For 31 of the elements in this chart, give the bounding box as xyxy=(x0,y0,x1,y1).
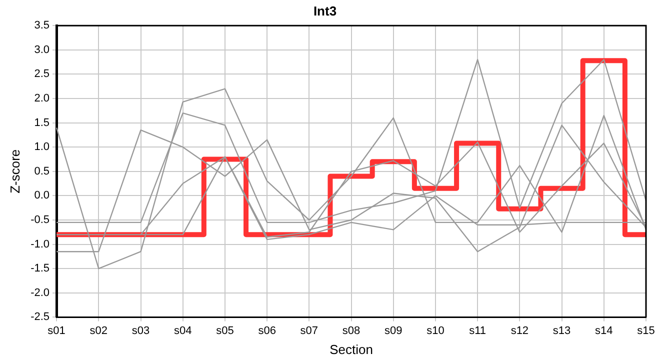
x-tick-label: s03 xyxy=(132,324,150,337)
chart-title: Int3 xyxy=(313,3,337,18)
x-tick-label: s09 xyxy=(384,324,402,337)
y-tick-label: -2.0 xyxy=(30,286,50,299)
y-tick-label: 3.0 xyxy=(34,44,50,56)
y-tick-label: 2.0 xyxy=(34,92,50,105)
y-tick-label: 1.5 xyxy=(34,116,50,129)
x-tick-label: s14 xyxy=(595,324,613,337)
y-tick-label: -1.5 xyxy=(30,262,50,275)
y-tick-label: 2.5 xyxy=(34,68,50,80)
y-tick-label: 1.0 xyxy=(34,141,50,154)
x-tick-label: s08 xyxy=(342,324,360,337)
y-tick-label: 0.5 xyxy=(34,165,50,178)
y-tick-label: -0.5 xyxy=(30,214,50,226)
x-tick-label: s12 xyxy=(510,324,529,337)
x-tick-label: s07 xyxy=(300,324,318,337)
y-tick-label: -1.0 xyxy=(30,238,50,250)
x-tick-label: s05 xyxy=(216,324,234,337)
x-tick-label: s11 xyxy=(469,324,486,337)
y-axis-title: Z-score xyxy=(7,149,22,194)
x-tick-label: s06 xyxy=(258,324,276,337)
x-tick-label: s13 xyxy=(552,324,571,337)
x-axis-title: Section xyxy=(330,342,373,357)
x-tick-label: s02 xyxy=(90,324,108,337)
x-tick-label: s04 xyxy=(174,324,192,337)
x-tick-label: s15 xyxy=(637,324,655,337)
x-tick-label: s10 xyxy=(426,324,444,337)
y-tick-label: 0.0 xyxy=(34,190,50,202)
x-tick-label: s01 xyxy=(48,324,66,337)
y-tick-label: 3.5 xyxy=(34,20,50,32)
y-tick-label: -2.5 xyxy=(30,311,50,324)
